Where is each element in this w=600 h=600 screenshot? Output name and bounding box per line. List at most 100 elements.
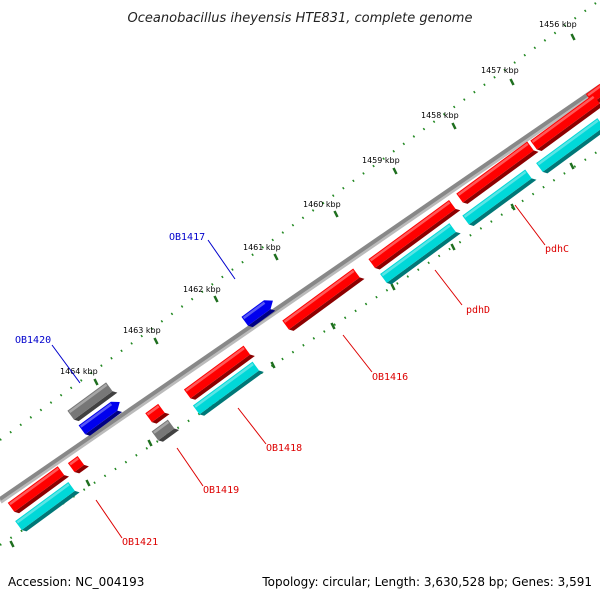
gene-block-fwd-shade <box>288 277 365 331</box>
gene-block-fwd[interactable] <box>456 140 539 206</box>
cds-block-body <box>192 361 260 415</box>
gene-block-rev-body <box>78 401 120 435</box>
leader-line-OB1416 <box>342 334 373 373</box>
leader-line-OB1421 <box>95 499 123 539</box>
accession-text: Accession: NC_004193 <box>8 575 144 589</box>
cds-block-shade <box>468 178 537 226</box>
gene-block-fwd-body <box>67 456 85 472</box>
cds-block-body <box>536 118 600 172</box>
gene-block-fwd-shade <box>462 150 539 204</box>
gene-block-fwd-highlight <box>185 347 245 392</box>
cds-block-highlight <box>463 170 527 218</box>
leader-line-pdhD <box>434 269 463 306</box>
cds-block-shade <box>542 126 600 174</box>
gene-block-fwd-body <box>145 403 165 423</box>
kbp-label: 1458 kbp <box>421 111 459 120</box>
gene-block-rev[interactable] <box>241 296 278 329</box>
gene-block-rev[interactable] <box>78 398 126 438</box>
gene-block-fwd-shade <box>190 354 255 400</box>
cds-block-highlight <box>16 483 70 524</box>
major-tick-mark <box>330 322 336 330</box>
gene-block-rev-shade <box>247 309 276 328</box>
gene-label-pdhC[interactable]: pdhC <box>545 244 569 255</box>
inner-major-ticks <box>9 162 575 548</box>
cds-block-shade <box>21 490 80 532</box>
cds-block-body <box>462 169 532 225</box>
major-tick-mark <box>153 337 159 345</box>
gene-label-OB1419[interactable]: OB1419 <box>203 485 239 496</box>
cds-block-shade <box>386 231 461 285</box>
misc-feature-block-highlight <box>68 383 108 414</box>
gene-block-fwd[interactable] <box>7 464 70 515</box>
gene-block-fwd-highlight <box>283 269 355 323</box>
major-tick-mark <box>509 78 515 86</box>
gene-block-fwd-highlight <box>369 201 451 262</box>
gene-block-rev-body <box>241 300 273 326</box>
gene-block-fwd-body <box>183 345 251 399</box>
gene-block-rev-highlight <box>242 301 266 320</box>
major-tick-mark <box>510 203 516 211</box>
gene-block-fwd-shade <box>74 464 89 474</box>
leader-line-OB1420 <box>51 344 81 384</box>
gene-label-OB1418[interactable]: OB1418 <box>266 443 302 454</box>
leader-line-OB1419 <box>176 447 204 487</box>
cds-block[interactable] <box>462 168 537 228</box>
cds-block[interactable] <box>536 116 600 175</box>
major-tick-mark <box>85 479 91 487</box>
cds-block-shade <box>199 370 264 416</box>
kbp-label: 1461 kbp <box>243 243 281 252</box>
major-tick-mark <box>570 33 576 41</box>
gene-block-fwd[interactable] <box>530 93 600 153</box>
gene-block-fwd[interactable] <box>282 267 365 333</box>
leader-line-pdhC <box>514 204 546 246</box>
misc-feature-block[interactable] <box>151 418 180 444</box>
gene-label-OB1421[interactable]: OB1421 <box>122 537 158 548</box>
cds-block[interactable] <box>192 360 264 418</box>
cds-block-highlight <box>194 363 254 408</box>
gene-block-fwd-shade <box>374 208 461 270</box>
gene-block-fwd-body <box>7 466 65 512</box>
major-tick-mark <box>147 439 153 447</box>
major-tick-mark <box>273 253 279 261</box>
gene-label-OB1416[interactable]: OB1416 <box>372 372 408 383</box>
gene-block-rev-highlight <box>80 403 113 428</box>
major-tick-mark <box>451 122 457 130</box>
kbp-label: 1459 kbp <box>362 156 400 165</box>
gene-block-fwd-highlight <box>457 142 529 196</box>
gene-block-fwd[interactable] <box>145 402 170 425</box>
gene-block-fwd-body <box>368 199 456 269</box>
leader-line-OB1418 <box>237 407 267 445</box>
misc-feature-block-shade <box>73 391 118 422</box>
gene-label-OB1417[interactable]: OB1417 <box>169 232 205 243</box>
kbp-label: 1456 kbp <box>539 20 577 29</box>
misc-feature-block-body <box>67 382 113 420</box>
major-tick-mark <box>569 162 575 170</box>
major-tick-mark <box>9 540 15 548</box>
cds-block-body <box>15 482 75 530</box>
gene-block-fwd-highlight <box>531 95 595 143</box>
gene-features <box>7 81 600 533</box>
gene-block-rev-shade <box>85 410 123 436</box>
gene-block-fwd[interactable] <box>368 198 461 271</box>
gene-block-fwd-body <box>456 141 534 203</box>
cds-block-highlight <box>537 119 599 166</box>
cds-block[interactable] <box>380 221 461 286</box>
gene-block-fwd-shade <box>592 89 600 105</box>
inner-tick-ring <box>0 149 600 546</box>
gene-label-pdhD[interactable]: pdhD <box>466 305 490 316</box>
topology-text: Topology: circular; Length: 3,630,528 bp… <box>261 575 592 589</box>
gene-label-OB1420[interactable]: OB1420 <box>15 335 51 346</box>
genome-title: Oceanobacillus iheyensis HTE831, complet… <box>128 11 473 26</box>
gene-block-fwd[interactable] <box>183 344 255 402</box>
gene-block-fwd[interactable] <box>67 454 89 475</box>
kbp-label: 1462 kbp <box>183 285 221 294</box>
gene-block-fwd-highlight <box>587 82 600 97</box>
major-tick-mark <box>450 243 456 251</box>
misc-feature-block-shade <box>158 428 180 442</box>
misc-feature-block-body <box>151 419 175 441</box>
major-tick-mark <box>93 378 99 386</box>
cds-block-highlight <box>381 224 451 277</box>
misc-feature-block[interactable] <box>67 381 118 423</box>
cds-block[interactable] <box>15 480 80 533</box>
major-tick-mark <box>390 283 396 291</box>
